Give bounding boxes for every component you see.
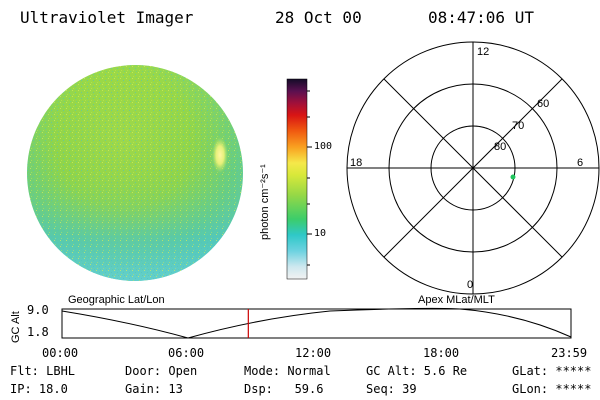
seq-status: Seq: 39: [366, 382, 417, 396]
altitude-curve: [61, 307, 572, 339]
time-tick-2359: 23:59: [551, 346, 588, 360]
dsp-status: Dsp: 59.6: [244, 382, 324, 396]
glat-status: GLat: *****: [512, 364, 592, 378]
mlt-label-6: 6: [577, 157, 584, 169]
time-tick-0000: 00:00: [42, 346, 79, 360]
door-status: Door: Open: [125, 364, 198, 378]
mode-status: Mode: Normal: [244, 364, 331, 378]
time-label: 08:47:06 UT: [428, 8, 534, 27]
lat-label-70: 70: [512, 120, 525, 132]
glon-status: GLon: *****: [512, 382, 592, 396]
timeline-y-bottom: 1.8: [27, 325, 49, 339]
gc-alt-status: GC Alt: 5.6 Re: [366, 364, 468, 378]
timeline-y-top: 9.0: [27, 303, 49, 317]
filter-status: Flt: LBHL: [10, 364, 76, 378]
time-tick-1200: 12:00: [295, 346, 332, 360]
time-tick-1800: 18:00: [423, 346, 460, 360]
timeline-left-title: Geographic Lat/Lon: [68, 294, 165, 306]
colorbar-tick-10: 10: [314, 228, 327, 239]
colorbar-tick-100: 100: [314, 141, 333, 152]
instrument-title: Ultraviolet Imager: [20, 8, 194, 27]
gain-status: Gain: 13: [125, 382, 183, 396]
mlt-label-12: 12: [477, 46, 490, 58]
dayglow-spot: [212, 137, 228, 173]
earth-disk-noise: [27, 65, 243, 281]
mlt-label-0: 0: [467, 279, 474, 291]
date-label: 28 Oct 00: [275, 8, 362, 27]
ip-status: IP: 18.0: [10, 382, 68, 396]
time-tick-0600: 06:00: [168, 346, 205, 360]
lat-label-80: 80: [494, 141, 507, 153]
mlt-label-18: 18: [350, 157, 363, 169]
lat-label-60: 60: [537, 98, 550, 110]
data-spot: [510, 174, 516, 180]
timeline-right-title: Apex MLat/MLT: [418, 294, 495, 306]
